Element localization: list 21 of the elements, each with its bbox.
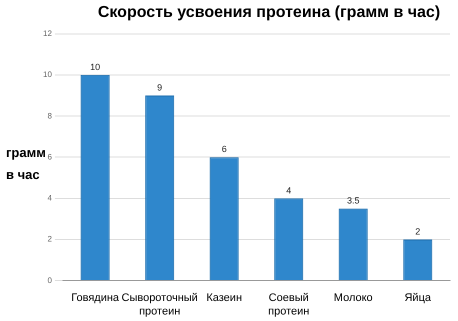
data-label: 10 xyxy=(90,62,100,72)
x-tick-label: Сывороточный протеин xyxy=(122,292,198,318)
x-tick-label: Молоко xyxy=(334,292,373,304)
y-tick-label: 4 xyxy=(47,194,52,203)
y-tick-label: 6 xyxy=(47,152,52,162)
data-label: 9 xyxy=(157,82,162,92)
x-tick-label: Яйца xyxy=(404,292,432,304)
y-tick-label: 8 xyxy=(47,111,52,120)
x-tick-label: Говядина xyxy=(71,292,120,304)
data-label: 3.5 xyxy=(346,196,360,206)
y-axis-title: грамм в час xyxy=(6,145,46,182)
y-tick-label: 0 xyxy=(47,276,52,285)
y-tick-label: 10 xyxy=(42,70,52,80)
data-label: 4 xyxy=(286,185,292,196)
data-label: 2 xyxy=(415,226,420,236)
x-tick-label: Соевый протеин xyxy=(268,292,310,318)
y-tick-label: 12 xyxy=(42,29,52,38)
chart-title: Скорость усвоения протеина (грамм в час) xyxy=(96,4,442,22)
data-label: 6 xyxy=(222,144,227,154)
x-tick-label: Казеин xyxy=(206,292,242,304)
y-tick-label: 2 xyxy=(47,234,52,244)
